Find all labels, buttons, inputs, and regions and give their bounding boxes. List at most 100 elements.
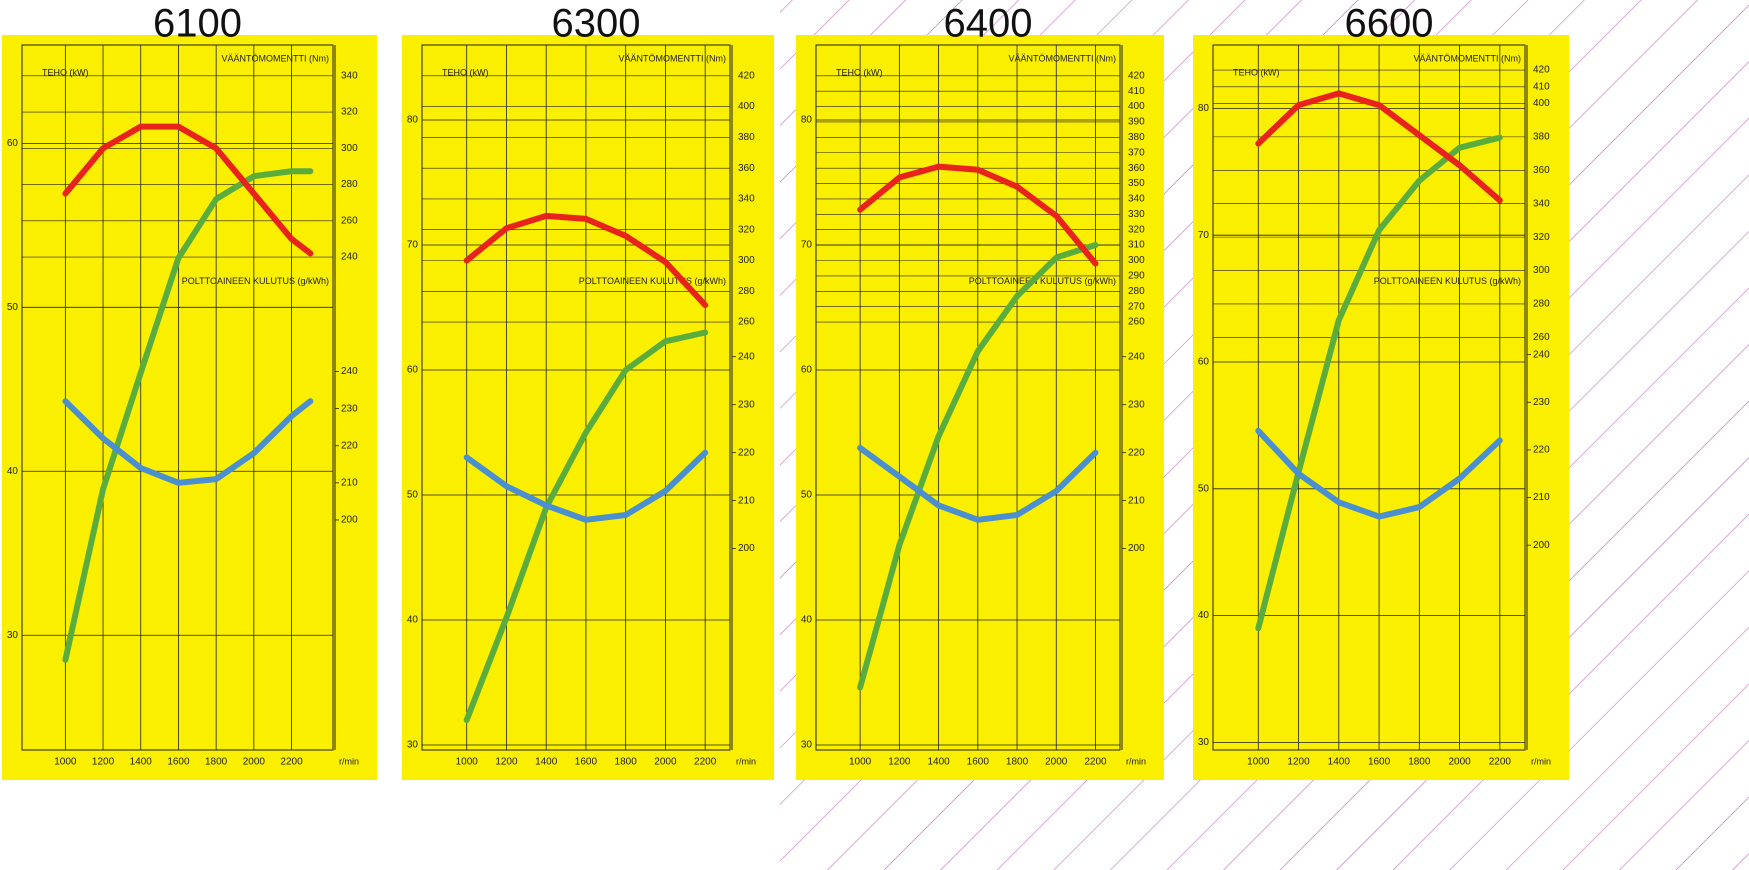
y2-tick-label: 420: [1533, 65, 1550, 76]
x-tick-label: 2000: [1045, 757, 1068, 768]
y-tick-label: 30: [801, 740, 813, 751]
y3-tick-label: 220: [341, 440, 358, 451]
y-tick-label: 50: [407, 490, 419, 501]
curve: [857, 163, 1099, 267]
panel-background: [1193, 35, 1569, 780]
y-axis-label: TEHO (kW): [836, 67, 883, 77]
plot-area: [815, 44, 1121, 751]
y3-tick-label: 230: [341, 403, 358, 414]
x-tick-label: 1000: [1247, 757, 1270, 768]
curve: [62, 398, 314, 486]
y2-tick-label: 260: [1533, 332, 1550, 343]
y-tick-label: 60: [801, 365, 813, 376]
y2-tick-label: 390: [1128, 117, 1145, 128]
y-tick-label: 70: [1198, 230, 1210, 241]
y2-tick-label: 400: [738, 101, 755, 112]
y2-tick-label: 320: [738, 224, 755, 235]
x-tick-label: 1200: [495, 757, 518, 768]
y2-tick-label: 380: [1533, 132, 1550, 143]
x-tick-label: 1200: [888, 757, 911, 768]
curve: [463, 212, 709, 309]
y2-tick-label: 280: [341, 179, 358, 190]
x-tick-label: 2200: [694, 757, 717, 768]
y2-axis-label: VÄÄNTÖMOMENTTI (Nm): [1009, 53, 1117, 63]
x-tick-label: 2200: [1489, 757, 1512, 768]
x-tick-label: 1000: [54, 757, 77, 768]
y3-axis-label: POLTTOAINEEN KULUTUS (g/kWh): [969, 276, 1116, 286]
y2-axis-label: VÄÄNTÖMOMENTTI (Nm): [1414, 53, 1522, 63]
x-tick-label: 1400: [535, 757, 558, 768]
y2-tick-label: 260: [341, 215, 358, 226]
y2-tick-label: 260: [1128, 317, 1145, 328]
x-tick-label: 2200: [280, 757, 303, 768]
x-tick-label: 1600: [967, 757, 990, 768]
y2-tick-label: 340: [1533, 198, 1550, 209]
y2-tick-label: 410: [1128, 86, 1145, 97]
y3-tick-label: 220: [1533, 445, 1550, 456]
y3-axis-label: POLTTOAINEEN KULUTUS (g/kWh): [182, 276, 329, 286]
y3-tick-label: 240: [1128, 351, 1145, 362]
y-tick-label: 60: [407, 365, 419, 376]
y2-tick-label: 360: [1533, 165, 1550, 176]
y2-tick-label: 360: [1128, 163, 1145, 174]
curve: [857, 444, 1099, 523]
y-tick-label: 30: [407, 740, 419, 751]
y2-tick-label: 380: [738, 132, 755, 143]
y2-tick-label: 400: [1128, 101, 1145, 112]
x-tick-label: 1000: [456, 757, 479, 768]
y-tick-label: 50: [801, 490, 813, 501]
y2-tick-label: 420: [738, 70, 755, 81]
panel-background: [2, 35, 377, 780]
y3-tick-label: 240: [341, 366, 358, 377]
y2-tick-label: 300: [1128, 255, 1145, 266]
y2-tick-label: 290: [1128, 271, 1145, 282]
y-tick-label: 70: [801, 240, 813, 251]
x-tick-label: 2000: [243, 757, 266, 768]
y2-tick-label: 320: [1128, 224, 1145, 235]
y2-tick-label: 280: [738, 286, 755, 297]
y-tick-label: 40: [801, 615, 813, 626]
panel-background: [402, 35, 774, 780]
y3-tick-label: 200: [738, 543, 755, 554]
y2-tick-label: 330: [1128, 209, 1145, 220]
y-tick-label: 30: [1198, 737, 1210, 748]
y3-tick-label: 200: [341, 515, 358, 526]
y2-axis-label: VÄÄNTÖMOMENTTI (Nm): [222, 53, 330, 63]
y-tick-label: 60: [1198, 357, 1210, 368]
curve: [857, 242, 1099, 691]
curve: [1255, 427, 1503, 520]
curve: [1255, 90, 1503, 204]
y-tick-label: 70: [407, 240, 419, 251]
y2-tick-label: 260: [738, 317, 755, 328]
y3-tick-label: 230: [1128, 399, 1145, 410]
y3-tick-label: 200: [1533, 540, 1550, 551]
y3-tick-label: 220: [738, 447, 755, 458]
x-axis-label: r/min: [1531, 756, 1551, 766]
y2-tick-label: 300: [1533, 265, 1550, 276]
y2-tick-label: 350: [1128, 178, 1145, 189]
panel-background: [796, 35, 1164, 780]
y2-tick-label: 300: [738, 255, 755, 266]
chart-title: 6300: [552, 2, 641, 46]
y3-tick-label: 240: [1533, 349, 1550, 360]
y-tick-label: 80: [407, 115, 419, 126]
y3-axis-label: POLTTOAINEEN KULUTUS (g/kWh): [579, 276, 726, 286]
plot-area: [1212, 44, 1526, 751]
y-axis-label: TEHO (kW): [442, 67, 489, 77]
x-tick-label: 1800: [205, 757, 228, 768]
y2-tick-label: 400: [1533, 98, 1550, 109]
x-tick-label: 1200: [92, 757, 115, 768]
x-tick-label: 2000: [1448, 757, 1471, 768]
y2-axis-label: VÄÄNTÖMOMENTTI (Nm): [619, 53, 727, 63]
y-axis-label: TEHO (kW): [1233, 67, 1280, 77]
x-tick-label: 1400: [130, 757, 153, 768]
chart-title: 6400: [944, 2, 1033, 46]
y-tick-label: 40: [7, 466, 19, 477]
y2-tick-label: 310: [1128, 240, 1145, 251]
x-tick-label: 1400: [927, 757, 950, 768]
x-tick-label: 1800: [1006, 757, 1029, 768]
y3-tick-label: 210: [1128, 495, 1145, 506]
y2-tick-label: 280: [1128, 286, 1145, 297]
